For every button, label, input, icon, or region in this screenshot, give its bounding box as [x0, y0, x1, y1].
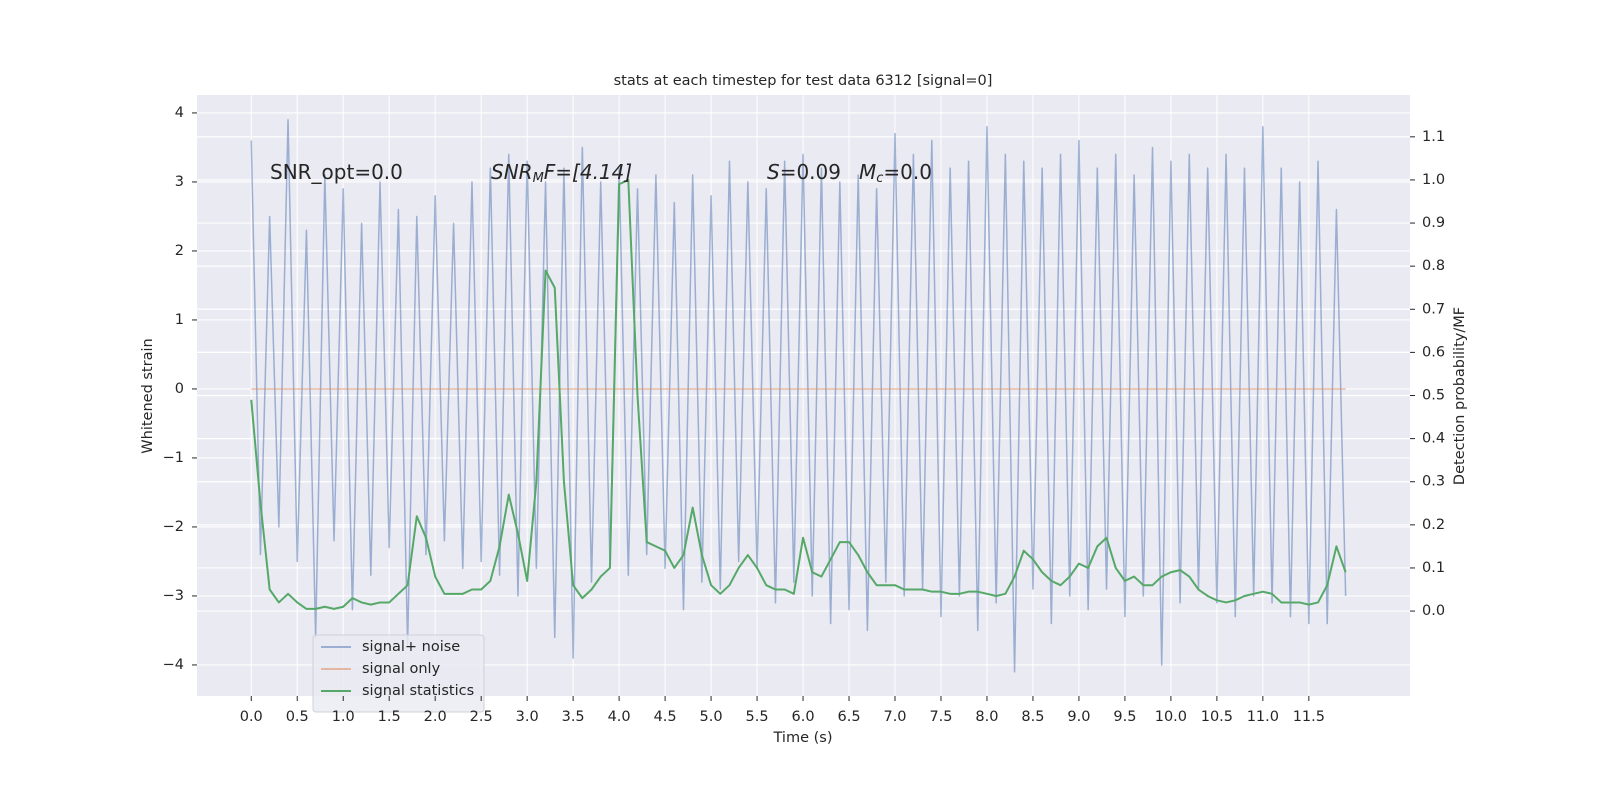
y-tick-label: −4: [163, 657, 184, 673]
x-tick-label: 10.5: [1201, 709, 1233, 725]
annotation-part: =0.09: [780, 160, 841, 184]
y-axis-label: Whitened strain: [140, 338, 156, 453]
y2-tick-label: 0.1: [1422, 560, 1445, 576]
x-tick-label: 8.0: [975, 709, 998, 725]
x-tick-label: 4.0: [608, 709, 631, 725]
x-tick-label: 0.0: [240, 709, 263, 725]
x-tick-label: 2.0: [424, 709, 447, 725]
series-line: [250, 119, 1347, 673]
x-tick-label: 9.5: [1113, 709, 1136, 725]
legend-label: signal statistics: [362, 683, 474, 699]
x-axis-label: Time (s): [773, 730, 833, 746]
annotation-part: SNR: [491, 160, 533, 184]
chart-title: stats at each timestep for test data 631…: [614, 73, 993, 89]
x-tick-label: 5.0: [700, 709, 723, 725]
x-tick-label: 5.5: [746, 709, 769, 725]
annotation-part: M: [533, 171, 544, 186]
x-tick-label: 6.5: [837, 709, 860, 725]
annotation: S=0.09 Mc=0.0: [767, 160, 932, 186]
y-tick-label: −2: [163, 519, 184, 535]
x-tick-label: 11.5: [1293, 709, 1325, 725]
y2-tick-label: 0.8: [1422, 258, 1445, 274]
legend-box: [312, 634, 485, 713]
y2-tick-label: 0.0: [1422, 603, 1445, 619]
y2-axis-label: Detection probability/MF: [1452, 307, 1468, 485]
legend-label: signal only: [362, 661, 441, 677]
x-tick-label: 3.0: [516, 709, 539, 725]
x-tick-label: 10.0: [1155, 709, 1187, 725]
y2-tick-label: 0.7: [1422, 301, 1445, 317]
y2-tick-label: 1.1: [1422, 129, 1445, 145]
y-tick-label: 3: [175, 174, 184, 190]
series-line: [250, 178, 1347, 610]
x-tick-label: 3.5: [562, 709, 585, 725]
x-tick-label: 1.0: [332, 709, 355, 725]
y2-tick-label: 0.3: [1422, 474, 1445, 490]
annotation-part: F=[4.14]: [544, 160, 632, 184]
x-tick-label: 7.5: [929, 709, 952, 725]
x-tick-label: 11.0: [1247, 709, 1279, 725]
x-tick-label: 8.5: [1021, 709, 1044, 725]
legend-label: signal+ noise: [362, 639, 460, 655]
annotation-part: S: [767, 160, 780, 184]
y2-tick-label: 1.0: [1422, 172, 1445, 188]
x-tick-label: 2.5: [470, 709, 493, 725]
x-tick-label: 9.0: [1067, 709, 1090, 725]
annotation: SNR_opt=0.0: [270, 160, 403, 184]
y-tick-label: −1: [163, 450, 184, 466]
annotation-part: SNR_opt=0.0: [270, 160, 403, 184]
y2-tick-label: 0.2: [1422, 517, 1445, 533]
x-tick-label: 4.5: [654, 709, 677, 725]
y2-tick-label: 0.5: [1422, 388, 1445, 404]
y-tick-label: 1: [175, 312, 184, 328]
y2-tick-label: 0.6: [1422, 344, 1445, 360]
x-tick-label: 6.0: [792, 709, 815, 725]
annotation-part: =0.0: [883, 160, 932, 184]
x-tick-label: 7.0: [883, 709, 906, 725]
y-tick-label: 4: [175, 105, 184, 121]
annotation: SNRMF=[4.14]: [491, 160, 632, 186]
annotation-part: c: [876, 171, 883, 186]
y2-tick-label: 0.4: [1422, 431, 1445, 447]
y2-tick-label: 0.9: [1422, 215, 1445, 231]
x-tick-label: 0.5: [286, 709, 309, 725]
y-tick-label: −3: [163, 588, 184, 604]
x-tick-label: 1.5: [378, 709, 401, 725]
annotation-part: M: [859, 160, 876, 184]
y-tick-label: 2: [175, 243, 184, 259]
y-tick-label: 0: [175, 381, 184, 397]
